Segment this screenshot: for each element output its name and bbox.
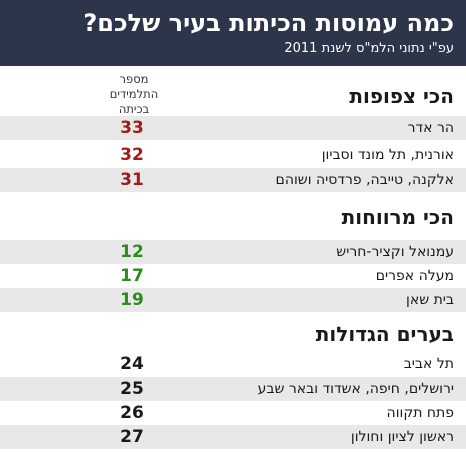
row-label: עמנואל וקציר-חריש [336, 244, 454, 260]
row-value: 26 [120, 403, 144, 423]
section-title-big-cities: בערים הגדולות [315, 322, 454, 346]
page-title: כמה עמוסות הכיתות בעיר שלכם? [83, 9, 454, 37]
row-value: 24 [120, 354, 144, 374]
section-title-crowded: הכי צפופות [349, 84, 454, 108]
row-value: 31 [120, 170, 144, 190]
row-value: 17 [120, 266, 144, 286]
row-value: 19 [120, 290, 144, 310]
row-label: ירושלים, חיפה, אשדוד ובאר שבע [257, 381, 454, 397]
table-row: פתח תקווה 26 [0, 401, 466, 425]
table-row: בית שאן 19 [0, 288, 466, 312]
row-label: ראשון לציון וחולון [350, 429, 454, 445]
table-row: אלקנה, טייבה, פרדסיה ושוהם 31 [0, 168, 466, 192]
table-row: הר אדר 33 [0, 116, 466, 140]
page-subtitle: עפ"י נתוני הלמ"ס לשנת 2011 [284, 41, 454, 56]
row-value: 33 [120, 118, 144, 138]
column-header-line-3: בכיתה [118, 102, 150, 116]
table-row: אורנית, תל מונד וסביון 32 [0, 143, 466, 167]
table-row: ראשון לציון וחולון 27 [0, 425, 466, 449]
row-label: הר אדר [407, 120, 454, 136]
row-label: אורנית, תל מונד וסביון [321, 147, 454, 163]
table-row: עמנואל וקציר-חריש 12 [0, 240, 466, 264]
row-value: 27 [120, 427, 144, 447]
column-header-line-1: מספר [119, 72, 149, 86]
column-header-line-2: התלמידים [109, 87, 159, 101]
row-label: תל אביב [403, 356, 454, 372]
row-value: 32 [120, 145, 144, 165]
table-row: ירושלים, חיפה, אשדוד ובאר שבע 25 [0, 377, 466, 401]
row-value: 25 [120, 379, 144, 399]
row-label: מעלה אפרים [375, 268, 454, 284]
column-header: מספר התלמידים בכיתה [92, 72, 176, 117]
header-banner: כמה עמוסות הכיתות בעיר שלכם? עפ"י נתוני … [0, 0, 466, 66]
row-label: בית שאן [406, 292, 454, 308]
row-value: 12 [120, 242, 144, 262]
table-row: מעלה אפרים 17 [0, 264, 466, 288]
table-row: תל אביב 24 [0, 352, 466, 376]
section-title-spacious: הכי מרווחות [341, 205, 454, 229]
row-label: אלקנה, טייבה, פרדסיה ושוהם [275, 172, 454, 188]
row-label: פתח תקווה [386, 405, 454, 421]
